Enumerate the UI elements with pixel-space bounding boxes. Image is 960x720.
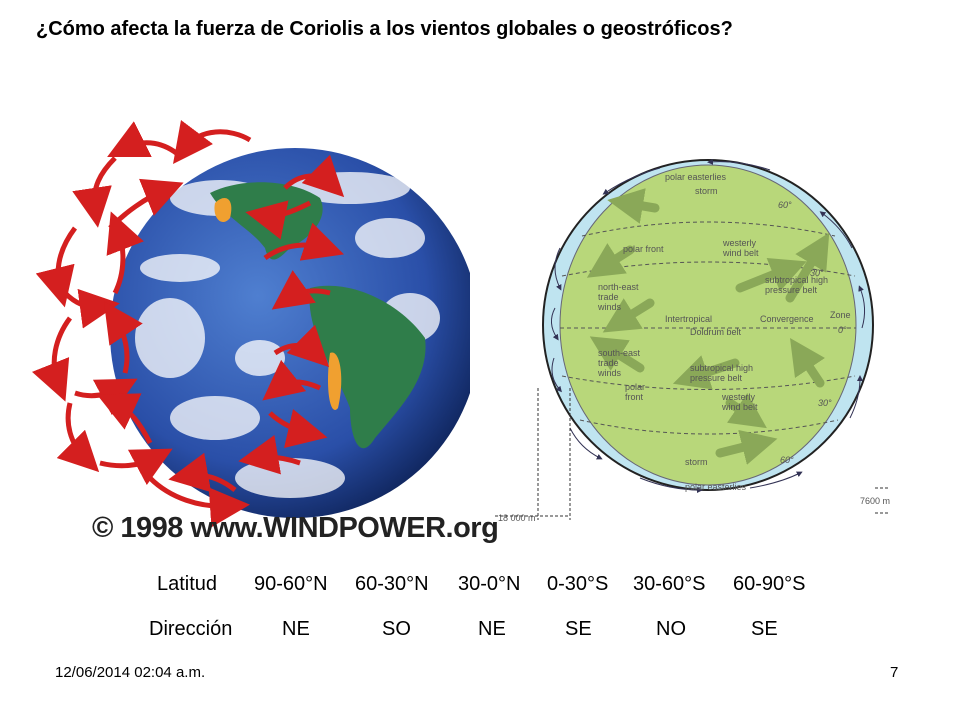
direction-cell: NE — [478, 618, 506, 640]
direction-cell: NE — [282, 618, 310, 640]
globe-wind-arrows — [238, 154, 345, 475]
label-subtropical-high-bottom: subtropical high pressure belt — [690, 363, 753, 383]
direction-cell: NO — [656, 618, 686, 640]
height-markers — [495, 388, 890, 520]
latitude-cell: 30-0°N — [458, 573, 521, 595]
label-polar-easterlies-bottom: polar easterlies — [685, 482, 747, 492]
label-height-right: 7600 m — [860, 496, 890, 506]
footer-date: 12/06/2014 02:04 a.m. — [55, 664, 206, 681]
label-westerly-wind-belt-top: westerly wind belt — [722, 238, 759, 258]
page-number: 7 — [890, 664, 899, 681]
label-zone: Zone — [830, 310, 851, 320]
south-america-land — [309, 285, 426, 449]
label-thirty-top: 30° — [810, 268, 824, 278]
label-subtropical-high-top: subtropical high pressure belt — [765, 275, 828, 295]
belt-wind-arrows — [586, 188, 830, 465]
latitude-row: Latitud 90-60°N 60-30°N 30-0°N 0-30°S 30… — [0, 573, 960, 599]
label-polar-front-top: polar front — [623, 244, 664, 254]
slide-title: ¿Cómo afecta la fuerza de Coriolis a los… — [36, 18, 733, 40]
latitude-header: Latitud — [157, 573, 218, 595]
direction-cell: SO — [382, 618, 411, 640]
ring-arrows — [551, 158, 866, 493]
earth-disc — [559, 164, 857, 486]
direction-cell: SE — [751, 618, 778, 640]
direction-cell: SE — [565, 618, 592, 640]
direction-header: Dirección — [149, 618, 233, 640]
label-sixty-top: 60° — [778, 200, 792, 210]
label-storm-top: storm — [695, 186, 718, 196]
label-south-east-trade: south-east trade winds — [597, 348, 641, 378]
label-intertropical: Intertropical — [665, 314, 712, 324]
label-westerly-wind-belt-bottom: westerly wind belt — [721, 392, 758, 412]
label-height-left: 18 000 m — [498, 513, 536, 523]
label-convergence: Convergence — [760, 314, 814, 324]
coriolis-globe-figure — [32, 119, 470, 528]
label-sixty-bottom: 60° — [780, 455, 794, 465]
direction-row: Dirección NE SO NE SE NO SE — [0, 618, 960, 644]
label-thirty-bottom: 30° — [818, 398, 832, 408]
label-zero: 0° — [838, 325, 847, 335]
latitude-cell: 0-30°S — [547, 573, 609, 595]
label-polar-front-bottom: polar front — [625, 382, 645, 402]
label-storm-bottom: storm — [685, 457, 708, 467]
windpower-copyright: © 1998 www.WINDPOWER.org — [92, 512, 499, 544]
latitude-cell: 60-30°N — [355, 573, 429, 595]
label-polar-easterlies-top: polar easterlies — [665, 172, 727, 182]
label-north-east-trade: north-east trade winds — [597, 282, 639, 312]
latitude-cell: 30-60°S — [633, 573, 706, 595]
circulation-cell-arrows — [32, 119, 252, 528]
latitude-cell: 60-90°S — [733, 573, 806, 595]
wind-belts-diagram: polar easterlies storm 60° polar front w… — [495, 130, 890, 523]
label-doldrum-belt: Doldrum belt — [690, 327, 742, 337]
latitude-cell: 90-60°N — [254, 573, 328, 595]
